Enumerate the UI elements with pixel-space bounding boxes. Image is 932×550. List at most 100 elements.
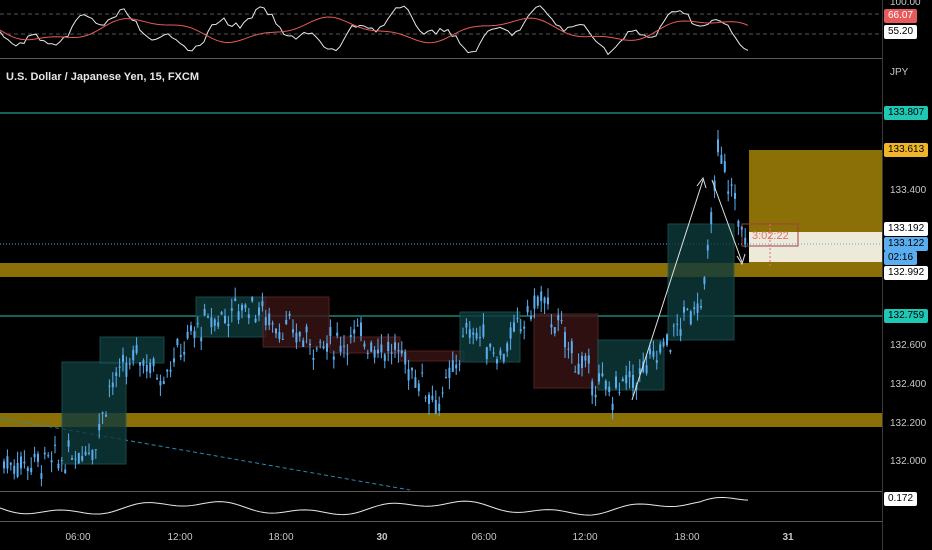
candle-body xyxy=(628,371,631,378)
candle-body xyxy=(207,316,209,318)
candle-body xyxy=(326,343,328,352)
candle-body xyxy=(591,381,594,396)
candle-body xyxy=(74,458,77,460)
candle-body xyxy=(394,342,396,350)
candle-body xyxy=(445,377,447,379)
candle-body xyxy=(740,226,743,230)
candle-body xyxy=(81,455,84,461)
candle-body xyxy=(489,344,492,348)
candle-body xyxy=(145,364,148,372)
candle-body xyxy=(261,301,264,307)
candle-body xyxy=(332,356,335,360)
order-block xyxy=(597,339,665,391)
candle-body xyxy=(720,154,723,164)
candle-body xyxy=(190,325,192,331)
candle-body xyxy=(710,212,713,224)
candle-body xyxy=(23,461,26,464)
candle-body xyxy=(669,350,672,352)
candle-body xyxy=(560,320,563,322)
candle-body xyxy=(543,297,546,304)
symbol-title[interactable]: U.S. Dollar / Japanese Yen, 15, FXCM xyxy=(6,71,199,83)
candle-body xyxy=(404,351,407,365)
candle-body xyxy=(47,455,50,457)
candle-body xyxy=(519,329,522,332)
candle-body xyxy=(264,317,267,326)
candle-body xyxy=(33,453,36,458)
candle-body xyxy=(615,376,617,388)
candle-body xyxy=(390,352,393,354)
price-tick: 132.000 xyxy=(890,456,927,467)
candle-body xyxy=(128,363,131,365)
candle-body xyxy=(373,349,376,358)
candle-body xyxy=(9,462,12,465)
candle-body xyxy=(356,325,359,327)
bar-timer-label: 02:16 xyxy=(884,251,918,265)
candle-body xyxy=(672,325,675,327)
candle-body xyxy=(220,312,223,315)
candle-body xyxy=(329,327,332,337)
candle-body xyxy=(166,369,169,372)
candle-body xyxy=(499,350,502,356)
candle-body xyxy=(455,364,458,369)
candle-body xyxy=(380,344,383,353)
candle-body xyxy=(553,327,556,334)
candle-body xyxy=(417,383,420,392)
candle-body xyxy=(468,329,471,338)
candle-body xyxy=(703,277,706,285)
candle-body xyxy=(700,305,702,308)
candle-body xyxy=(632,374,634,388)
candle-body xyxy=(400,350,403,354)
candle-body xyxy=(183,351,186,355)
candle-body xyxy=(3,461,5,469)
price-tick: 132.200 xyxy=(890,418,927,429)
candle-body xyxy=(366,353,369,355)
candle-body xyxy=(176,338,179,345)
candle-body xyxy=(13,465,16,474)
candle-body xyxy=(383,354,386,361)
candle-body xyxy=(683,306,685,313)
candle-body xyxy=(414,377,417,388)
rsi-value-label: 66.07 xyxy=(884,9,918,23)
arrow-down-head xyxy=(736,253,746,266)
candle-body xyxy=(465,323,468,328)
candle-body xyxy=(37,453,39,462)
candle-body xyxy=(200,337,203,342)
candle-body xyxy=(312,357,315,360)
candle-body xyxy=(533,295,536,309)
candle-body xyxy=(305,326,308,333)
candle-body xyxy=(448,367,451,378)
candle-body xyxy=(564,332,566,348)
candle-body xyxy=(295,332,298,343)
candle-body xyxy=(54,444,56,446)
candle-body xyxy=(516,318,519,320)
candle-body xyxy=(179,354,182,358)
candle-body xyxy=(496,359,498,364)
candle-body xyxy=(118,366,121,368)
position-box xyxy=(749,232,882,262)
candle-body xyxy=(149,362,152,373)
candle-body xyxy=(281,338,284,340)
candle-body xyxy=(353,329,356,334)
candle-body xyxy=(309,343,311,346)
candle-body xyxy=(485,347,488,360)
candle-body xyxy=(438,403,441,412)
candle-body xyxy=(349,334,352,338)
candle-body xyxy=(346,353,349,355)
resistance-level-label: 133.807 xyxy=(884,106,929,120)
candle-body xyxy=(472,332,475,335)
candle-body xyxy=(217,322,220,327)
candle-body xyxy=(547,297,549,305)
demand-zone xyxy=(0,413,882,427)
candle-body xyxy=(686,308,689,310)
candle-body xyxy=(30,468,33,473)
candle-body xyxy=(91,450,94,460)
candle-body xyxy=(94,449,97,451)
candle-body xyxy=(377,349,379,354)
candle-body xyxy=(621,379,624,382)
candle-body xyxy=(363,343,366,347)
candle-body xyxy=(278,331,281,339)
rsi-line xyxy=(0,5,749,56)
currency-label: JPY xyxy=(890,67,909,78)
candle-body xyxy=(611,403,614,410)
